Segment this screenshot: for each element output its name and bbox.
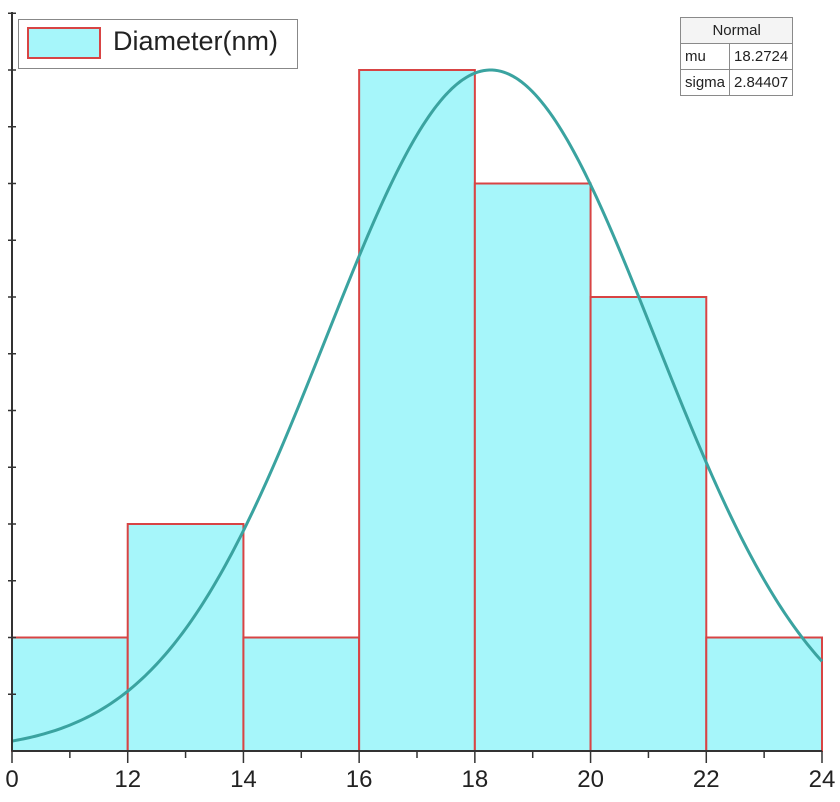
fit-param-mu-value: 18.2724 [729, 43, 794, 70]
x-tick-label: 16 [346, 766, 373, 793]
y-axis-ticks [8, 12, 16, 695]
legend: Diameter(nm) [18, 19, 298, 69]
histogram-bar [705, 636, 823, 752]
histogram-bar [589, 296, 708, 752]
fit-table-row: mu 18.2724 [679, 43, 794, 70]
fit-table-row: sigma 2.84407 [679, 69, 794, 96]
x-tick-label: 14 [230, 766, 257, 793]
histogram-bar [126, 523, 245, 752]
histogram-bar [473, 182, 592, 752]
fit-param-sigma-label: sigma [679, 69, 731, 96]
histogram-bars [11, 69, 823, 752]
histogram-bar [358, 69, 476, 752]
x-tick-label: 24 [809, 766, 836, 793]
histogram-bar [242, 636, 361, 752]
x-tick-label: 18 [462, 766, 489, 793]
x-axis-ticks [11, 751, 823, 763]
fit-table-title: Normal [679, 17, 794, 44]
x-tick-label: 22 [693, 766, 720, 793]
x-tick-label: 12 [114, 766, 141, 793]
legend-label: Diameter(nm) [113, 26, 279, 56]
fit-parameters-table: Normal mu 18.2724 sigma 2.84407 [679, 17, 794, 96]
x-axis-tick-labels: 0 12 14 16 18 20 22 24 [5, 766, 835, 793]
x-tick-label: 0 [5, 766, 18, 793]
histogram-bar [11, 636, 129, 752]
normal-fit-curve [11, 68, 824, 743]
legend-swatch [27, 27, 101, 59]
x-tick-label: 20 [577, 766, 604, 793]
fit-param-mu-label: mu [679, 43, 731, 70]
fit-param-sigma-value: 2.84407 [729, 69, 794, 96]
